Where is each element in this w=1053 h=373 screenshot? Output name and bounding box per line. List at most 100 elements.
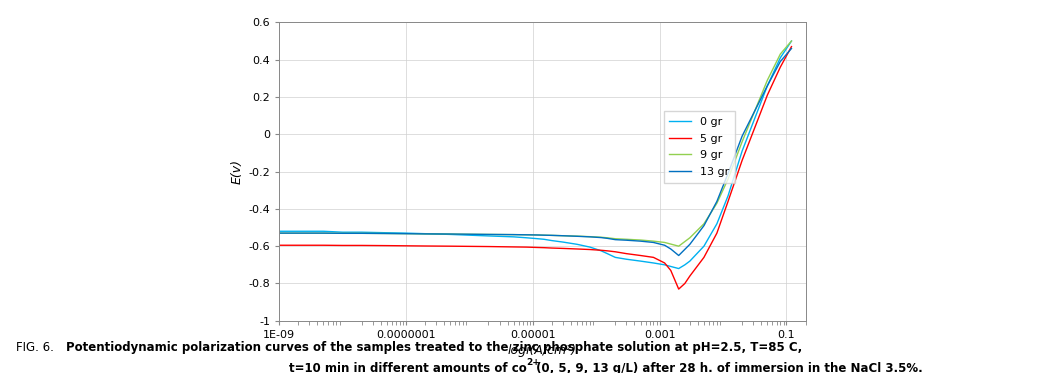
5 gr bbox=[463, 244, 476, 248]
5 gr bbox=[664, 268, 677, 273]
5 gr bbox=[399, 244, 412, 248]
0 gr bbox=[380, 231, 393, 235]
13 gr bbox=[664, 247, 677, 251]
5 gr bbox=[721, 199, 734, 204]
13 gr bbox=[595, 235, 608, 240]
0 gr bbox=[538, 237, 551, 242]
9 gr bbox=[355, 231, 367, 236]
13 gr bbox=[336, 231, 349, 236]
5 gr bbox=[482, 244, 495, 249]
9 gr bbox=[609, 236, 621, 241]
9 gr bbox=[292, 231, 304, 235]
5 gr bbox=[273, 243, 285, 248]
9 gr bbox=[419, 232, 432, 236]
9 gr bbox=[595, 235, 608, 239]
0 gr bbox=[683, 259, 696, 263]
5 gr bbox=[520, 245, 533, 249]
9 gr bbox=[520, 233, 533, 237]
9 gr bbox=[463, 232, 476, 236]
9 gr bbox=[336, 231, 349, 236]
13 gr bbox=[419, 232, 432, 236]
9 gr bbox=[673, 244, 686, 248]
13 gr bbox=[761, 84, 774, 88]
0 gr bbox=[520, 236, 533, 240]
13 gr bbox=[538, 233, 551, 238]
13 gr bbox=[609, 237, 621, 242]
9 gr bbox=[532, 233, 544, 237]
5 gr bbox=[419, 244, 432, 248]
13 gr bbox=[673, 253, 686, 258]
0 gr bbox=[292, 229, 304, 233]
0 gr bbox=[532, 236, 544, 241]
13 gr bbox=[557, 233, 570, 238]
13 gr bbox=[634, 239, 647, 243]
9 gr bbox=[557, 233, 570, 238]
9 gr bbox=[648, 239, 660, 243]
5 gr bbox=[774, 65, 787, 69]
0 gr bbox=[609, 255, 621, 260]
0 gr bbox=[317, 229, 330, 233]
0 gr bbox=[545, 238, 558, 243]
5 gr bbox=[601, 248, 614, 253]
9 gr bbox=[761, 78, 774, 82]
5 gr bbox=[698, 255, 711, 260]
9 gr bbox=[545, 233, 558, 238]
0 gr bbox=[444, 232, 457, 237]
0 gr bbox=[273, 229, 285, 233]
5 gr bbox=[532, 245, 544, 250]
0 gr bbox=[774, 56, 787, 60]
9 gr bbox=[380, 231, 393, 236]
Text: t=10 min in different amounts of co: t=10 min in different amounts of co bbox=[289, 362, 526, 373]
Line: 13 gr: 13 gr bbox=[279, 48, 792, 256]
5 gr bbox=[538, 245, 551, 250]
9 gr bbox=[698, 222, 711, 226]
13 gr bbox=[380, 231, 393, 236]
5 gr bbox=[634, 253, 647, 258]
5 gr bbox=[736, 158, 749, 163]
0 gr bbox=[761, 84, 774, 88]
0 gr bbox=[399, 231, 412, 235]
5 gr bbox=[595, 248, 608, 253]
5 gr bbox=[609, 250, 621, 254]
Line: 5 gr: 5 gr bbox=[279, 47, 792, 289]
0 gr bbox=[601, 251, 614, 256]
13 gr bbox=[774, 59, 787, 64]
0 gr bbox=[698, 244, 711, 248]
13 gr bbox=[545, 233, 558, 238]
13 gr bbox=[292, 231, 304, 235]
13 gr bbox=[355, 231, 367, 236]
0 gr bbox=[634, 259, 647, 263]
13 gr bbox=[520, 233, 533, 237]
13 gr bbox=[736, 134, 749, 138]
5 gr bbox=[557, 246, 570, 251]
13 gr bbox=[532, 233, 544, 237]
13 gr bbox=[317, 231, 330, 235]
0 gr bbox=[355, 230, 367, 235]
9 gr bbox=[583, 234, 596, 239]
13 gr bbox=[698, 223, 711, 228]
5 gr bbox=[683, 274, 696, 278]
13 gr bbox=[601, 236, 614, 241]
9 gr bbox=[774, 52, 787, 56]
9 gr bbox=[571, 234, 583, 238]
Line: 0 gr: 0 gr bbox=[279, 41, 792, 269]
9 gr bbox=[399, 231, 412, 236]
5 gr bbox=[711, 231, 723, 235]
0 gr bbox=[620, 257, 633, 261]
5 gr bbox=[583, 247, 596, 252]
13 gr bbox=[508, 232, 520, 237]
0 gr bbox=[508, 235, 520, 239]
9 gr bbox=[273, 231, 285, 235]
13 gr bbox=[482, 232, 495, 237]
Text: 2+: 2+ bbox=[526, 358, 540, 367]
13 gr bbox=[683, 242, 696, 247]
9 gr bbox=[508, 232, 520, 237]
Legend: 0 gr, 5 gr, 9 gr, 13 gr: 0 gr, 5 gr, 9 gr, 13 gr bbox=[663, 112, 735, 183]
13 gr bbox=[399, 231, 412, 236]
5 gr bbox=[673, 287, 686, 291]
13 gr bbox=[658, 243, 671, 248]
5 gr bbox=[380, 243, 393, 248]
0 gr bbox=[482, 233, 495, 238]
9 gr bbox=[482, 232, 495, 237]
0 gr bbox=[463, 233, 476, 238]
